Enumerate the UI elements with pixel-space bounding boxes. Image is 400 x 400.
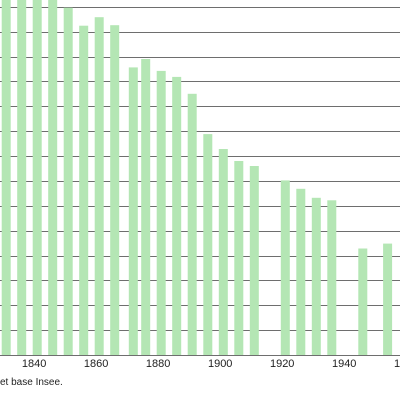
- bars: [1, 0, 393, 356]
- x-tick-label-1900: 1900: [208, 358, 232, 370]
- bar-1876: [141, 59, 151, 355]
- bar-1891: [187, 93, 197, 356]
- bar-1861: [94, 17, 104, 355]
- bar-1896: [203, 134, 213, 355]
- bar-1936: [327, 200, 337, 355]
- bar-1926: [296, 188, 306, 355]
- bar-1921: [280, 180, 290, 355]
- bar-1954: [383, 243, 393, 355]
- gridlines: [0, 7, 400, 356]
- bar-1851: [63, 7, 73, 355]
- bar-1846: [48, 0, 58, 356]
- bar-1931: [311, 197, 321, 355]
- bar-1881: [156, 70, 166, 356]
- bar-1866: [110, 25, 120, 355]
- x-axis-ticks: 1840 1860 1880 1900 1920 1940 1960: [22, 358, 400, 370]
- x-tick-label-1880: 1880: [146, 358, 170, 370]
- x-tick-label-1960: 1960: [394, 358, 400, 370]
- bar-1906: [234, 161, 244, 355]
- bar-1901: [218, 149, 228, 355]
- bar-1946: [358, 248, 368, 355]
- bar-1872: [128, 67, 138, 356]
- x-tick-label-1920: 1920: [270, 358, 294, 370]
- bar-1911: [249, 166, 259, 355]
- bar-1831: [1, 0, 11, 356]
- bar-1836: [17, 0, 27, 356]
- x-tick-label-1940: 1940: [332, 358, 356, 370]
- bar-1841: [32, 0, 42, 355]
- bar-1856: [79, 25, 89, 355]
- x-tick-label-1860: 1860: [84, 358, 108, 370]
- x-tick-label-1840: 1840: [22, 358, 46, 370]
- bar-1886: [172, 76, 182, 356]
- source-note: et base Insee.: [0, 377, 63, 388]
